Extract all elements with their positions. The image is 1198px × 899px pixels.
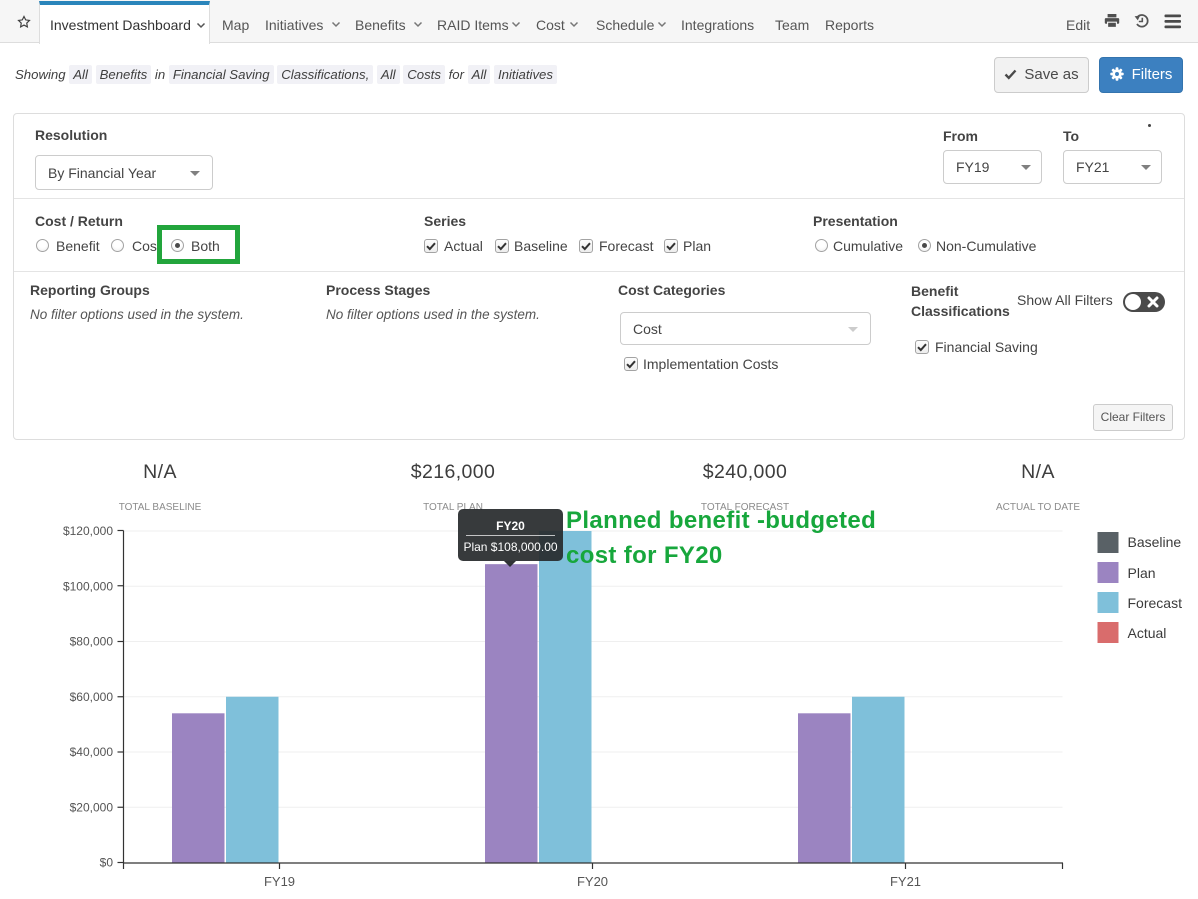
svg-text:$60,000: $60,000 <box>70 690 114 704</box>
svg-text:Actual: Actual <box>1128 625 1167 641</box>
svg-text:$40,000: $40,000 <box>70 745 114 759</box>
svg-text:FY20: FY20 <box>577 874 608 889</box>
svg-text:FY21: FY21 <box>890 874 921 889</box>
svg-text:Plan: Plan <box>1128 565 1156 581</box>
svg-text:Forecast: Forecast <box>1128 595 1183 611</box>
svg-text:$80,000: $80,000 <box>70 635 114 649</box>
svg-text:$100,000: $100,000 <box>63 580 113 594</box>
svg-text:$0: $0 <box>100 856 114 870</box>
svg-text:Baseline: Baseline <box>1128 534 1182 550</box>
svg-text:$120,000: $120,000 <box>63 524 113 538</box>
svg-text:FY19: FY19 <box>264 874 295 889</box>
svg-text:$20,000: $20,000 <box>70 801 114 815</box>
